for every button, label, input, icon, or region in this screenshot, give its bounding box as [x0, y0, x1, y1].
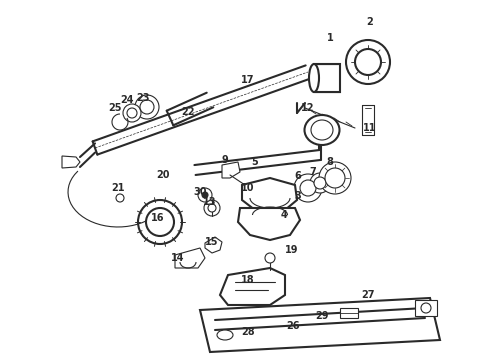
Text: 21: 21 — [111, 183, 125, 193]
Text: 14: 14 — [171, 253, 185, 263]
Polygon shape — [175, 248, 205, 268]
Circle shape — [355, 49, 381, 75]
Text: 2: 2 — [367, 17, 373, 27]
Text: 20: 20 — [156, 170, 170, 180]
Text: 22: 22 — [181, 107, 195, 117]
Circle shape — [127, 108, 137, 118]
Circle shape — [208, 204, 216, 212]
Circle shape — [202, 192, 208, 198]
Circle shape — [116, 194, 124, 202]
Circle shape — [310, 173, 330, 193]
Ellipse shape — [304, 115, 340, 145]
Circle shape — [140, 100, 154, 114]
Text: 30: 30 — [193, 187, 207, 197]
Ellipse shape — [311, 120, 333, 140]
Polygon shape — [242, 178, 297, 210]
Text: 13: 13 — [203, 197, 217, 207]
Text: 23: 23 — [136, 93, 150, 103]
Circle shape — [198, 188, 212, 202]
Text: 7: 7 — [310, 167, 317, 177]
Text: 26: 26 — [286, 321, 300, 331]
Text: 17: 17 — [241, 75, 255, 85]
Text: 16: 16 — [151, 213, 165, 223]
Bar — [340, 308, 358, 318]
Ellipse shape — [309, 64, 319, 92]
Text: 27: 27 — [361, 290, 375, 300]
Polygon shape — [62, 156, 80, 168]
Circle shape — [300, 180, 316, 196]
Circle shape — [421, 303, 431, 313]
Text: 6: 6 — [294, 171, 301, 181]
Circle shape — [204, 200, 220, 216]
Text: 4: 4 — [281, 210, 287, 220]
Circle shape — [123, 104, 141, 122]
Text: 15: 15 — [205, 237, 219, 247]
Polygon shape — [222, 162, 240, 178]
Circle shape — [314, 177, 326, 189]
Circle shape — [265, 253, 275, 263]
Text: 3: 3 — [294, 191, 301, 201]
Polygon shape — [220, 268, 285, 305]
Circle shape — [152, 214, 168, 230]
Circle shape — [325, 168, 345, 188]
Circle shape — [294, 174, 322, 202]
Circle shape — [346, 40, 390, 84]
Circle shape — [146, 208, 174, 236]
Circle shape — [135, 95, 159, 119]
Text: 1: 1 — [327, 33, 333, 43]
Text: 18: 18 — [241, 275, 255, 285]
Circle shape — [319, 162, 351, 194]
Text: 19: 19 — [285, 245, 299, 255]
Text: 8: 8 — [326, 157, 333, 167]
Polygon shape — [205, 237, 222, 253]
Ellipse shape — [217, 330, 233, 340]
Bar — [314, 64, 340, 92]
Polygon shape — [238, 208, 300, 240]
Text: 24: 24 — [120, 95, 134, 105]
Polygon shape — [200, 298, 440, 352]
Circle shape — [138, 200, 182, 244]
Text: 11: 11 — [363, 123, 377, 133]
Bar — [415, 300, 437, 316]
Text: 10: 10 — [241, 183, 255, 193]
Text: 9: 9 — [221, 155, 228, 165]
Text: 29: 29 — [315, 311, 329, 321]
Text: 25: 25 — [108, 103, 122, 113]
Text: 28: 28 — [241, 327, 255, 337]
Text: 12: 12 — [301, 103, 315, 113]
Text: 5: 5 — [252, 157, 258, 167]
